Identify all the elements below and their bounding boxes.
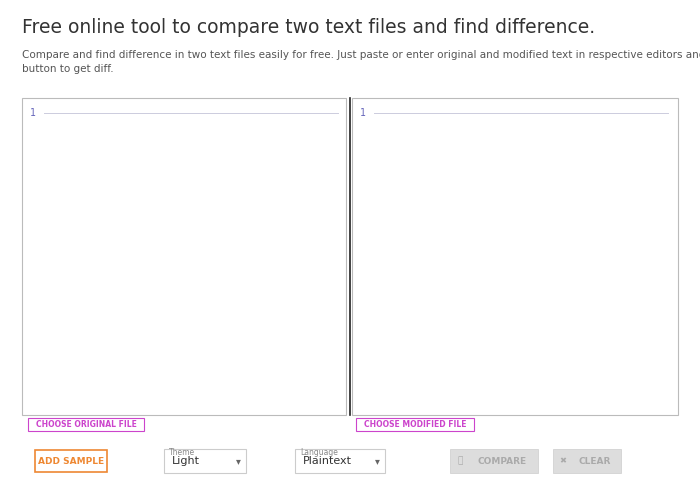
FancyBboxPatch shape	[28, 418, 144, 431]
Text: CHOOSE ORIGINAL FILE: CHOOSE ORIGINAL FILE	[36, 420, 136, 429]
Text: Light: Light	[172, 456, 200, 466]
FancyBboxPatch shape	[164, 449, 246, 473]
FancyBboxPatch shape	[356, 418, 474, 431]
FancyBboxPatch shape	[295, 449, 385, 473]
Text: Theme: Theme	[169, 448, 195, 457]
FancyBboxPatch shape	[22, 98, 346, 415]
Text: Compare and find difference in two text files easily for free. Just paste or ent: Compare and find difference in two text …	[22, 50, 700, 60]
FancyBboxPatch shape	[553, 449, 621, 473]
Text: ✖: ✖	[559, 457, 566, 465]
Text: CHOOSE MODIFIED FILE: CHOOSE MODIFIED FILE	[364, 420, 466, 429]
Text: Plaintext: Plaintext	[303, 456, 352, 466]
FancyBboxPatch shape	[450, 449, 538, 473]
Text: COMPARE: COMPARE	[477, 457, 526, 465]
Text: 1: 1	[30, 108, 36, 118]
Text: ADD SAMPLE: ADD SAMPLE	[38, 457, 104, 465]
Text: CLEAR: CLEAR	[579, 457, 611, 465]
Text: ▾: ▾	[375, 456, 380, 466]
Text: 🔒: 🔒	[457, 457, 463, 465]
Text: Free online tool to compare two text files and find difference.: Free online tool to compare two text fil…	[22, 18, 595, 37]
Text: ▾: ▾	[236, 456, 241, 466]
Text: Language: Language	[300, 448, 338, 457]
FancyBboxPatch shape	[352, 98, 678, 415]
Text: 1: 1	[360, 108, 366, 118]
FancyBboxPatch shape	[35, 450, 107, 472]
Text: button to get diff.: button to get diff.	[22, 64, 113, 74]
